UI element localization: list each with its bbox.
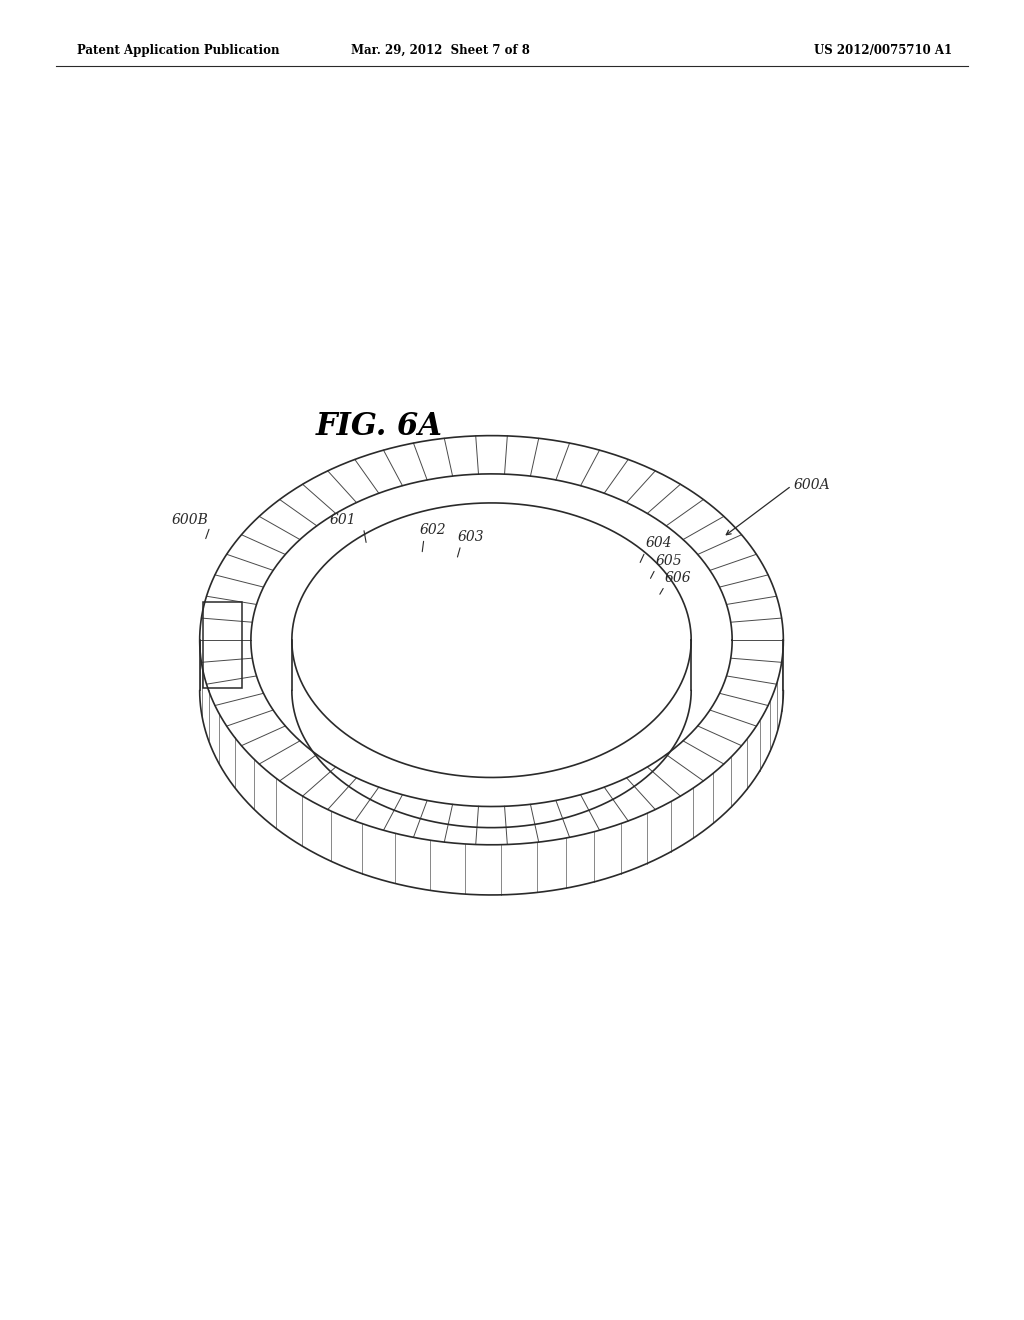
Bar: [203, 602, 242, 688]
Text: 606: 606: [665, 570, 691, 585]
Text: US 2012/0075710 A1: US 2012/0075710 A1: [814, 44, 952, 57]
Text: 605: 605: [655, 553, 682, 568]
Text: 603: 603: [458, 529, 484, 544]
Text: 602: 602: [420, 523, 446, 537]
Text: 600A: 600A: [794, 478, 830, 492]
Text: 600B: 600B: [172, 512, 209, 527]
Text: FIG. 6A: FIG. 6A: [315, 412, 442, 442]
Text: 604: 604: [645, 536, 672, 550]
Text: 601: 601: [330, 512, 356, 527]
Text: Patent Application Publication: Patent Application Publication: [77, 44, 280, 57]
Text: Mar. 29, 2012  Sheet 7 of 8: Mar. 29, 2012 Sheet 7 of 8: [351, 44, 529, 57]
